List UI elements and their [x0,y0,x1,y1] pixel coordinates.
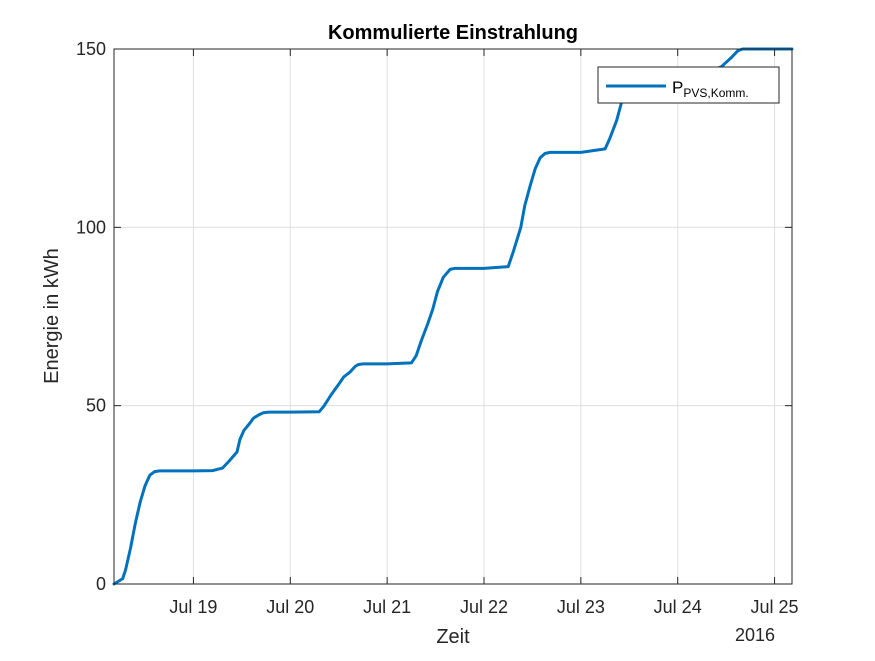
x-tick-label: Jul 22 [460,597,508,617]
plot-area [114,49,792,584]
x-tick-label: Jul 25 [751,597,799,617]
legend-entry-main: P [672,78,683,97]
legend: PPVS,Komm. [597,66,780,104]
plot-frame [113,48,793,585]
axis-ticks [114,48,792,585]
legend-entry-label: PPVS,Komm. [672,78,749,100]
grid-lines [114,49,792,584]
x-axis-year-label: 2016 [735,625,775,645]
y-tick-label: 50 [86,396,106,416]
y-tick-label: 0 [96,574,106,594]
x-tick-label: Jul 24 [654,597,702,617]
y-tick-label: 150 [76,39,106,59]
x-tick-labels: Jul 19 Jul 20 Jul 21 Jul 22 Jul 23 Jul 24 Jul … [169,597,798,617]
x-tick-label: Jul 21 [363,597,411,617]
x-tick-label: Jul 23 [557,597,605,617]
y-tick-label: 100 [76,217,106,237]
x-tick-label: Jul 19 [169,597,217,617]
legend-entry-subscript: PVS,Komm. [683,86,748,100]
x-axis-label: Zeit [436,626,470,648]
chart-title: Kommulierte Einstrahlung [328,22,578,44]
y-axis-label: Energie in kWh [41,248,63,384]
y-tick-labels: 0 50 100 150 [76,39,106,594]
x-tick-label: Jul 20 [266,597,314,617]
